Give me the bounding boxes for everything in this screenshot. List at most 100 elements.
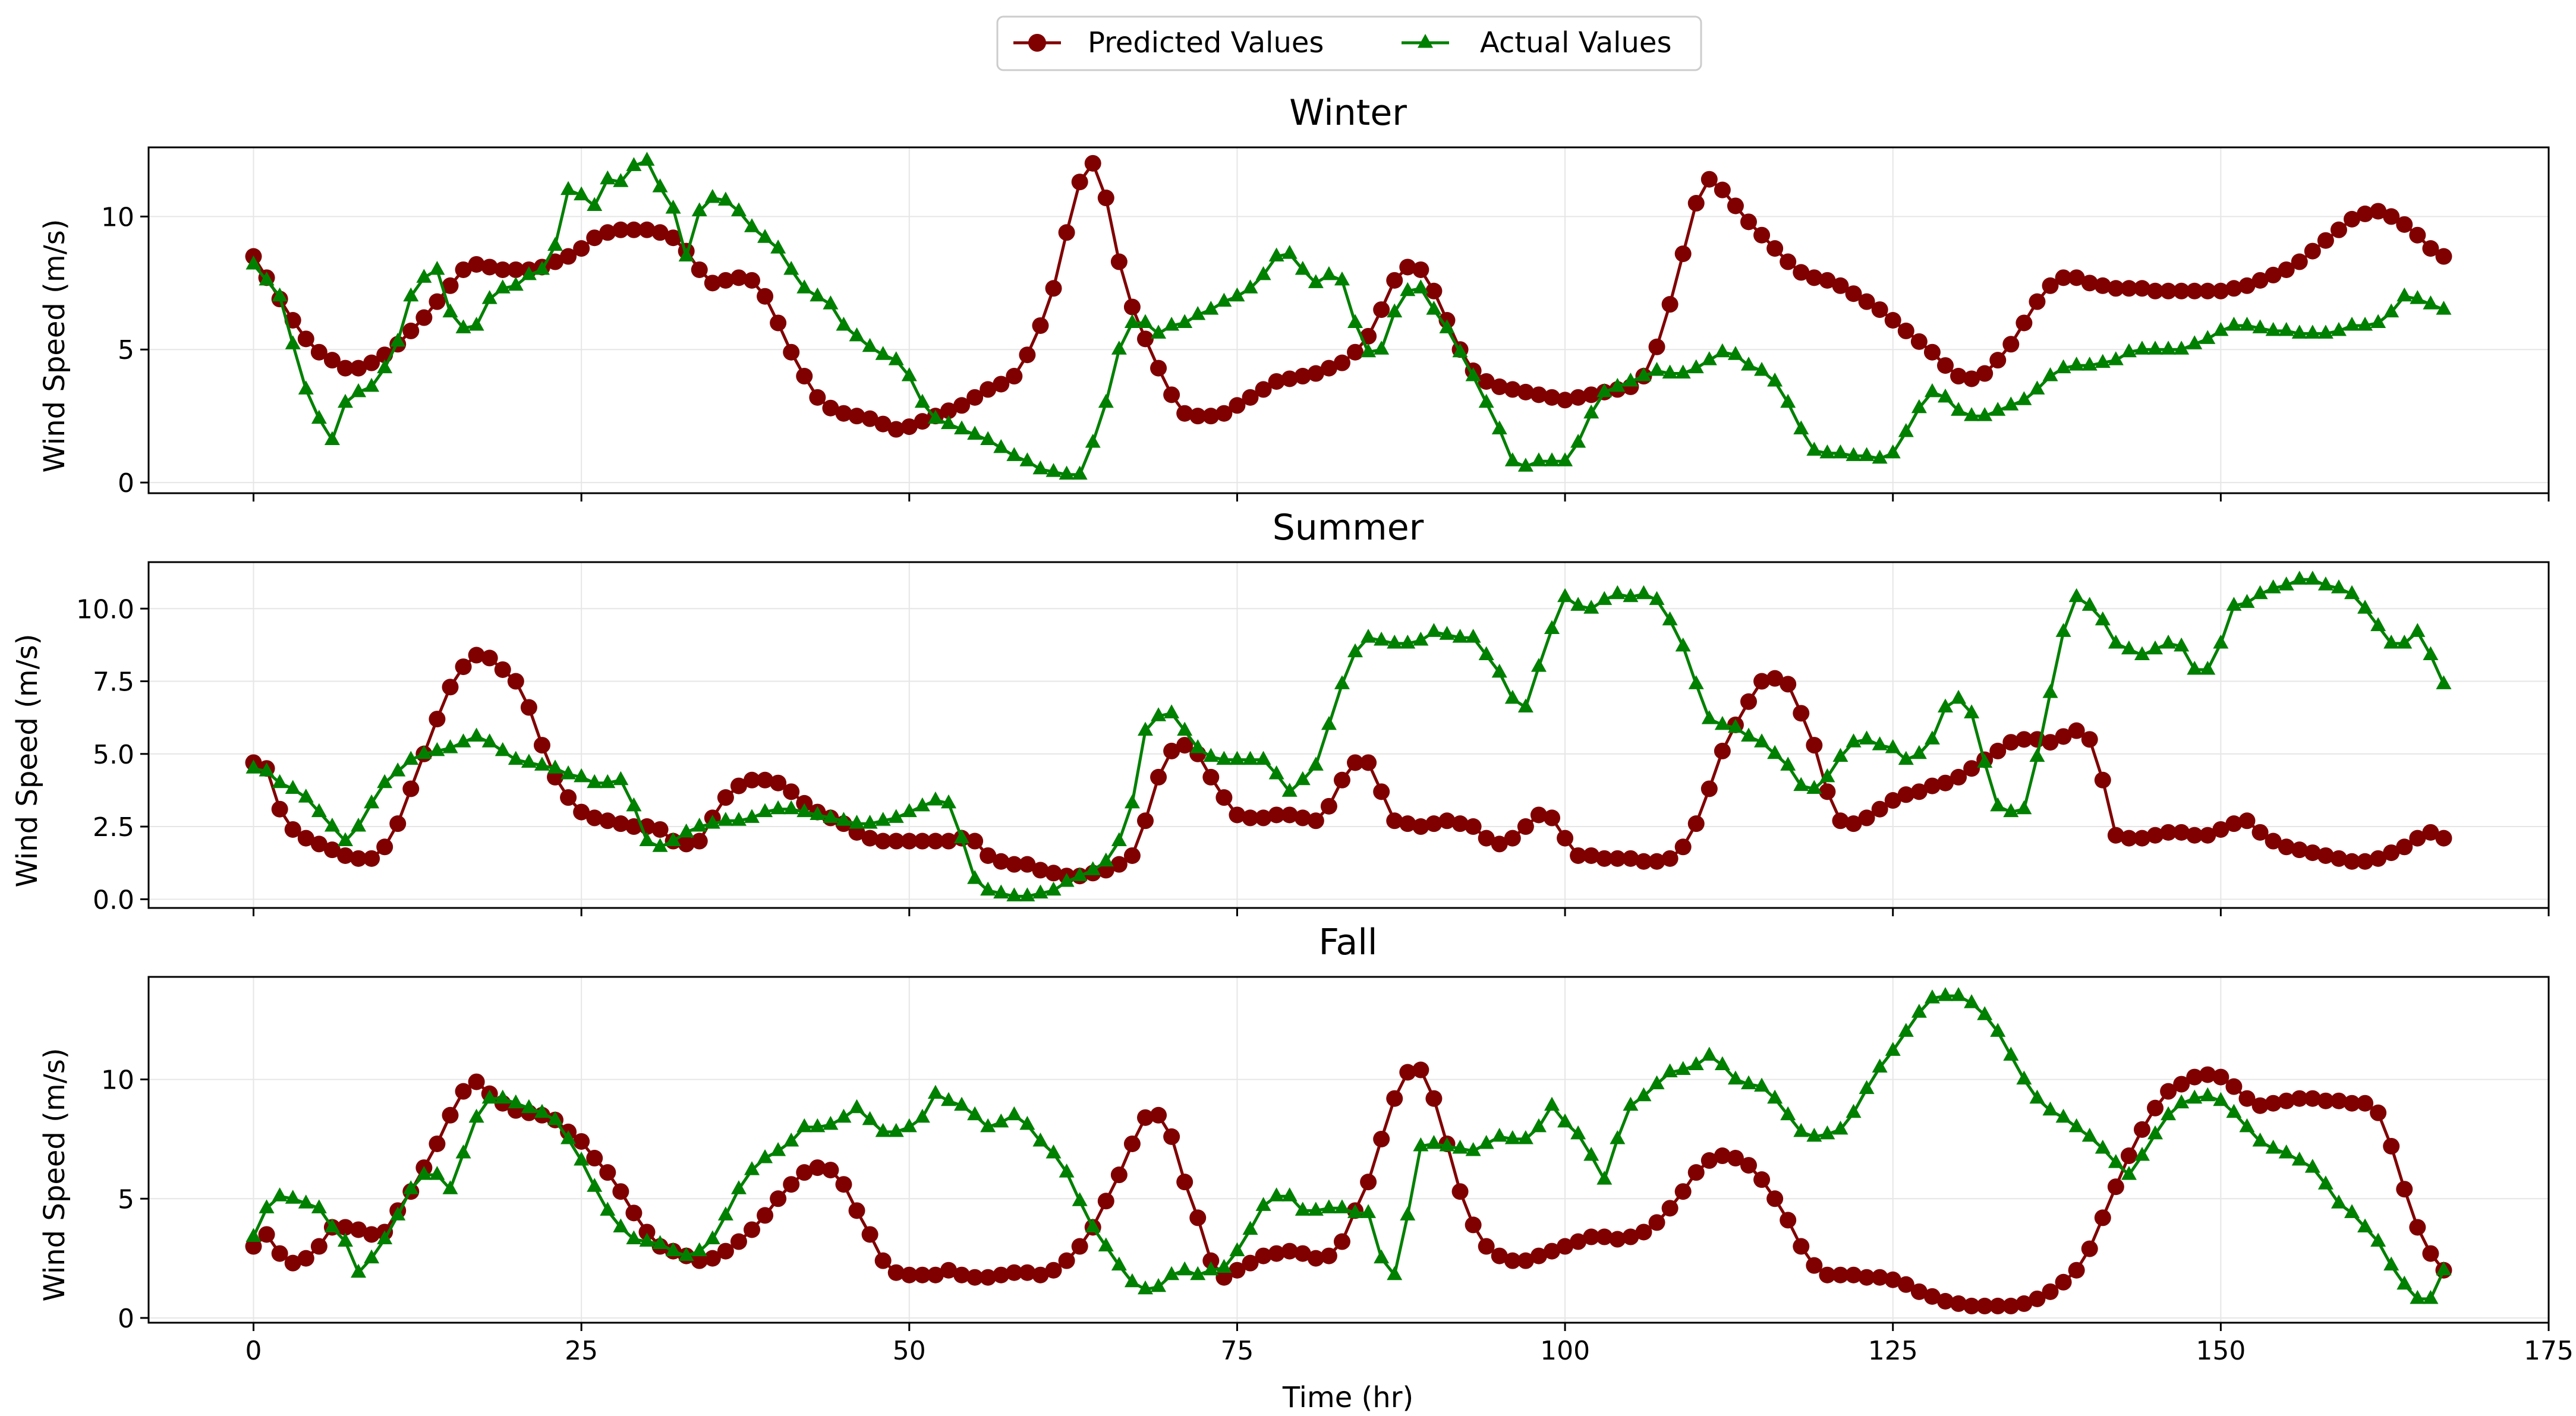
data-point-predicted (1451, 1183, 1469, 1200)
data-point-actual (272, 774, 288, 789)
legend: Predicted Values Actual Values (996, 15, 1702, 71)
data-point-actual (587, 774, 603, 789)
data-point-actual (1819, 1125, 1835, 1140)
data-point-predicted (625, 818, 643, 835)
data-point-predicted (900, 832, 918, 850)
data-point-actual (2226, 597, 2242, 611)
data-point-actual (1255, 750, 1271, 765)
data-point-actual (2213, 634, 2229, 649)
data-point-predicted (980, 847, 997, 864)
data-point-actual (678, 247, 694, 262)
data-point-predicted (1858, 293, 1875, 310)
data-point-predicted (258, 1226, 275, 1243)
data-point-actual (1059, 1163, 1075, 1178)
data-point-predicted (1268, 1245, 1285, 1262)
data-point-actual (927, 1084, 943, 1099)
data-point-actual (298, 789, 314, 803)
data-point-predicted (1687, 815, 1705, 832)
data-point-predicted (1320, 359, 1337, 377)
data-point-predicted (2265, 1095, 2282, 1112)
data-point-actual (560, 765, 577, 780)
data-point-predicted (1819, 272, 1836, 289)
data-point-predicted (744, 1221, 761, 1238)
data-point-actual (2331, 1194, 2347, 1209)
data-point-actual (2081, 357, 2098, 371)
data-point-predicted (468, 256, 485, 273)
data-point-actual (1059, 872, 1075, 887)
axes-frame-summer (147, 561, 2550, 909)
data-point-actual (1374, 1249, 1390, 1264)
data-point-actual (1413, 632, 1429, 646)
data-point-predicted (481, 649, 498, 667)
data-point-predicted (1740, 693, 1757, 710)
data-point-actual (1281, 245, 1298, 259)
data-point-actual (810, 287, 826, 302)
data-point-predicted (730, 1233, 747, 1250)
data-point-actual (1885, 1042, 1901, 1056)
data-point-predicted (2055, 269, 2072, 286)
data-point-predicted (2251, 1097, 2269, 1114)
data-point-predicted (1071, 1238, 1088, 1255)
data-point-predicted (2225, 280, 2243, 297)
data-point-actual (1478, 1134, 1494, 1149)
data-point-actual (1098, 1237, 1114, 1252)
data-point-actual (1268, 765, 1284, 780)
data-point-predicted (2147, 1099, 2164, 1117)
data-point-actual (2016, 391, 2032, 405)
data-point-predicted (2422, 1245, 2439, 1262)
data-point-actual (770, 239, 786, 254)
data-point-predicted (1281, 806, 1298, 824)
data-point-actual (1688, 359, 1704, 374)
data-point-actual (1164, 1266, 1180, 1281)
data-point-actual (1832, 748, 1848, 762)
data-point-actual (1347, 314, 1363, 328)
data-point-actual (2331, 579, 2347, 594)
data-point-actual (1872, 736, 1888, 750)
data-point-actual (691, 202, 707, 216)
data-point-predicted (2396, 838, 2413, 856)
legend-frame (996, 15, 1702, 71)
data-point-actual (1885, 739, 1901, 753)
data-point-predicted (2251, 272, 2269, 289)
data-point-actual (2239, 316, 2255, 331)
data-point-predicted (1963, 760, 1980, 777)
data-point-actual (980, 881, 996, 896)
data-point-predicted (980, 381, 997, 398)
data-point-predicted (573, 1133, 590, 1150)
data-point-predicted (336, 847, 354, 864)
data-point-actual (2383, 303, 2399, 318)
data-point-predicted (1242, 1254, 1259, 1272)
data-point-predicted (1819, 1266, 1836, 1283)
data-point-actual (1151, 324, 1167, 339)
series-actual-summer (245, 570, 2452, 901)
data-point-actual (2200, 660, 2216, 675)
data-point-actual (1898, 423, 1914, 437)
data-point-actual (2317, 324, 2333, 339)
data-point-actual (2291, 570, 2307, 585)
y-axis-label-winter: Wind Speed (m/s) (38, 219, 71, 472)
data-point-predicted (966, 389, 984, 406)
data-point-predicted (271, 1245, 288, 1262)
data-point-actual (1124, 314, 1140, 328)
data-point-predicted (993, 853, 1010, 870)
data-point-actual (1111, 340, 1127, 355)
data-point-actual (1819, 768, 1835, 783)
data-point-predicted (2107, 1178, 2124, 1196)
data-point-actual (626, 157, 642, 171)
data-point-predicted (861, 410, 878, 427)
data-point-predicted (2016, 314, 2033, 332)
data-point-actual (2161, 634, 2177, 649)
data-point-actual (2029, 748, 2045, 762)
data-point-actual (2304, 324, 2320, 339)
data-point-actual (2029, 380, 2045, 395)
data-point-actual (1151, 1278, 1167, 1292)
x-tick-label: 175 (2524, 1336, 2574, 1366)
data-point-actual (416, 1166, 432, 1180)
data-point-actual (1006, 1106, 1022, 1121)
series-predicted-summer (245, 646, 2452, 885)
data-point-actual (351, 383, 367, 398)
data-point-actual (1714, 1056, 1730, 1071)
data-point-actual (1229, 750, 1245, 765)
data-point-actual (285, 1190, 301, 1204)
data-point-actual (495, 279, 511, 294)
